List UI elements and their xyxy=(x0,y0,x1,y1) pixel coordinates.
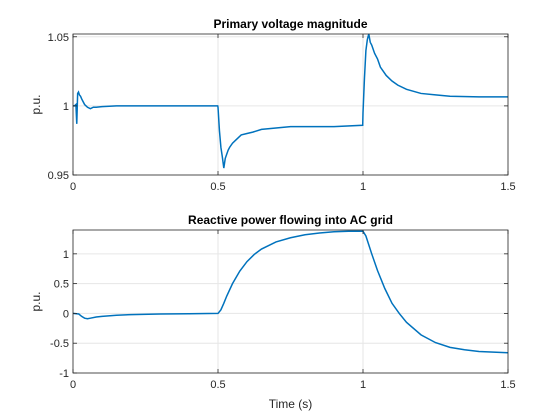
axes-frame xyxy=(72,33,509,176)
y-tick-label: 1.05 xyxy=(48,32,69,44)
reactive-power-chart: 0 0.5 1 1.5 -1 -0.5 0 0.5 1 Reactive power flowin… xyxy=(29,213,516,411)
x-tick-label: 1 xyxy=(360,379,366,391)
x-tick-label: 1 xyxy=(360,181,366,193)
chart-title: Primary voltage magnitude xyxy=(213,17,367,31)
y-tick-label: -1 xyxy=(59,368,69,380)
y-tick-label: 0.5 xyxy=(54,279,69,291)
x-tick-label: 0.5 xyxy=(210,181,225,193)
x-tick-label: 1.5 xyxy=(500,379,515,391)
axes-frame xyxy=(72,229,509,374)
x-tick-label: 0.5 xyxy=(210,379,225,391)
y-axis-label: p.u. xyxy=(29,94,43,114)
y-tick-label: -0.5 xyxy=(50,338,69,350)
x-tick-label: 0 xyxy=(70,181,76,193)
y-tick-label: 0.95 xyxy=(48,170,69,182)
plot-area xyxy=(73,34,508,175)
series-line-0 xyxy=(72,230,509,354)
voltage-chart: 0 0.5 1 1.5 0.95 1 1.05 Primary voltage magnitu… xyxy=(29,17,516,193)
y-axis-label: p.u. xyxy=(29,291,43,311)
plot-area xyxy=(73,230,508,373)
y-tick-label: 0 xyxy=(63,308,69,320)
x-axis-label: Time (s) xyxy=(269,397,313,411)
x-tick-label: 0 xyxy=(70,379,76,391)
chart-title: Reactive power flowing into AC grid xyxy=(188,213,393,227)
y-tick-label: 1 xyxy=(63,101,69,113)
x-tick-label: 1.5 xyxy=(500,181,515,193)
y-tick-label: 1 xyxy=(63,249,69,261)
series-line-0 xyxy=(73,33,508,169)
